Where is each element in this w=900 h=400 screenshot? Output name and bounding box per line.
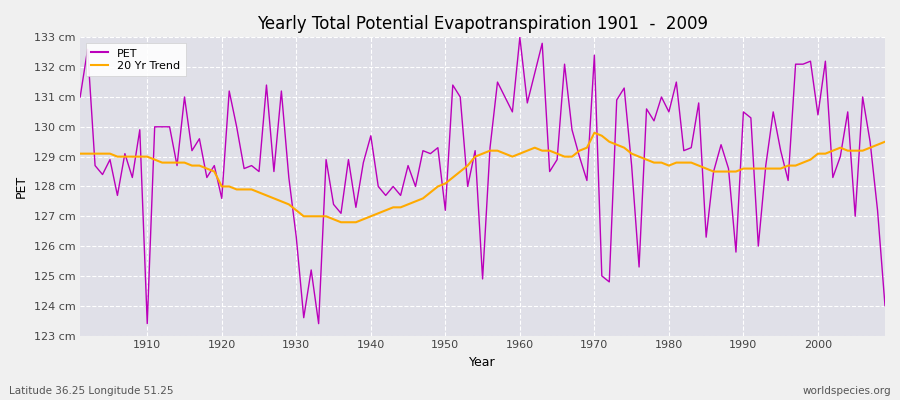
Y-axis label: PET: PET [15, 175, 28, 198]
Text: Latitude 36.25 Longitude 51.25: Latitude 36.25 Longitude 51.25 [9, 386, 174, 396]
Legend: PET, 20 Yr Trend: PET, 20 Yr Trend [86, 43, 185, 76]
Text: worldspecies.org: worldspecies.org [803, 386, 891, 396]
X-axis label: Year: Year [469, 356, 496, 369]
Title: Yearly Total Potential Evapotranspiration 1901  -  2009: Yearly Total Potential Evapotranspiratio… [257, 15, 708, 33]
